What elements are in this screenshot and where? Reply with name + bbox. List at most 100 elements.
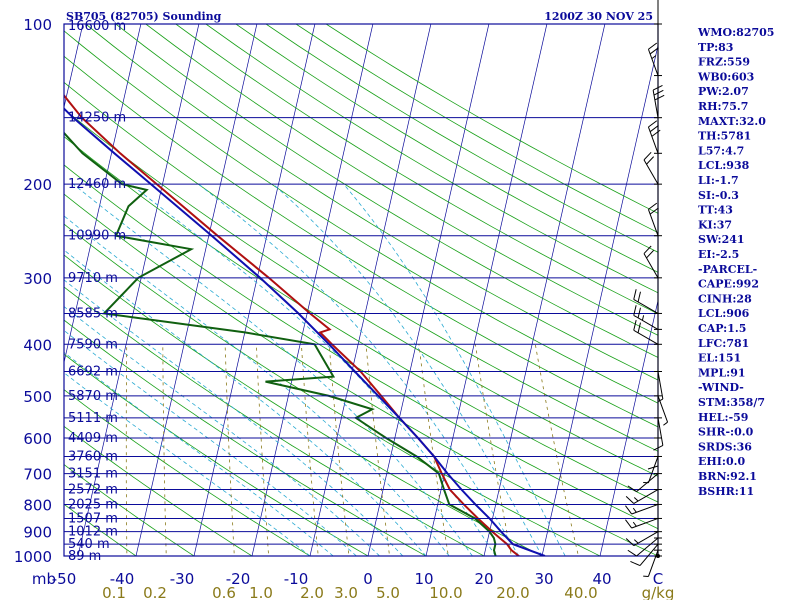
mixing-ratio-line bbox=[256, 344, 270, 556]
height-label: 3760 m bbox=[68, 449, 118, 464]
index-line: TP:83 bbox=[698, 41, 733, 54]
wind-barb bbox=[630, 543, 659, 567]
wind-barb-flag bbox=[630, 561, 641, 567]
wind-barb-half bbox=[632, 521, 637, 527]
wind-barb-flag bbox=[648, 202, 658, 210]
wind-barb-staff bbox=[633, 531, 659, 547]
height-label: 540 m bbox=[68, 537, 110, 552]
mixing-ratio-line bbox=[328, 344, 350, 556]
moist-adiabat bbox=[64, 249, 427, 556]
dry-adiabat bbox=[64, 425, 253, 556]
moist-adiabat bbox=[343, 183, 566, 556]
isotherm-line bbox=[193, 24, 316, 556]
wind-barb-half bbox=[632, 507, 637, 513]
height-label: 5870 m bbox=[68, 389, 118, 404]
wind-barb bbox=[633, 320, 659, 345]
wind-barb-staff bbox=[639, 543, 659, 566]
index-line: MPL:91 bbox=[698, 366, 746, 379]
wind-barb bbox=[625, 489, 659, 504]
wind-barb bbox=[647, 42, 659, 76]
index-line: WMO:82705 bbox=[697, 26, 774, 39]
index-line: CAPE:992 bbox=[698, 278, 759, 291]
dry-adiabat bbox=[64, 193, 658, 556]
mixing-ratio-line bbox=[301, 344, 319, 556]
mixing-ratio-tick-label: 1.0 bbox=[249, 584, 273, 600]
wind-barb-flag bbox=[625, 538, 635, 547]
wind-barb-flag bbox=[649, 207, 659, 215]
height-label: 8585 m bbox=[68, 306, 118, 321]
dry-adiabat bbox=[145, 24, 658, 336]
wind-barb-staff bbox=[643, 159, 659, 185]
temperature-tick-label: 20 bbox=[474, 570, 493, 588]
mixing-ratio-line bbox=[475, 344, 512, 556]
wind-barb bbox=[625, 531, 659, 547]
pressure-label: 300 bbox=[23, 270, 52, 288]
index-line: SRDS:36 bbox=[698, 440, 752, 453]
wind-barb-staff bbox=[631, 503, 659, 515]
wind-barb-staff bbox=[647, 456, 659, 483]
index-line: CINH:28 bbox=[698, 292, 752, 305]
index-line: -WIND- bbox=[698, 381, 744, 394]
mixing-ratio-tick-label: 40.0 bbox=[564, 584, 597, 600]
wind-barb bbox=[633, 305, 659, 330]
moist-adiabat bbox=[73, 183, 473, 556]
pressure-label: 600 bbox=[23, 430, 52, 448]
wind-barb bbox=[643, 549, 659, 577]
wind-barb-flag bbox=[647, 465, 659, 470]
isotherm-line bbox=[367, 24, 490, 556]
mixing-ratio-tick-label: 0.1 bbox=[102, 584, 126, 600]
wind-barb-half bbox=[663, 421, 668, 426]
dry-adiabat bbox=[115, 24, 658, 358]
mixing-ratio-line bbox=[365, 344, 391, 556]
dry-adiabat bbox=[64, 286, 485, 556]
height-label: 1507 m bbox=[68, 511, 118, 526]
wind-barb-staff bbox=[633, 329, 659, 345]
moist-adiabat bbox=[64, 351, 334, 556]
pressure-label: 400 bbox=[23, 336, 52, 354]
index-line: LI:-1.7 bbox=[698, 174, 739, 187]
dry-adiabat bbox=[235, 24, 658, 273]
index-line: EHI:0.0 bbox=[698, 455, 745, 468]
wind-barb bbox=[625, 517, 659, 529]
index-line: LCL:938 bbox=[698, 159, 750, 172]
index-line: MAXT:32.0 bbox=[698, 115, 766, 128]
dry-adiabat bbox=[64, 108, 658, 477]
wind-barb-flag bbox=[633, 289, 637, 300]
temperature-tick-label: -20 bbox=[226, 570, 251, 588]
temperature-tick-label: 30 bbox=[534, 570, 553, 588]
mixing-ratio-tick-label: 3.0 bbox=[334, 584, 358, 600]
temperature-profile bbox=[64, 93, 521, 556]
height-label: 89 m bbox=[68, 549, 101, 564]
dry-adiabat bbox=[265, 24, 658, 253]
wind-barb-staff bbox=[643, 253, 659, 279]
moist-adiabat bbox=[64, 215, 450, 556]
wind-barb-flag bbox=[625, 496, 635, 504]
index-line: LFC:781 bbox=[698, 337, 749, 350]
wind-barb bbox=[627, 537, 659, 557]
wind-barb bbox=[633, 289, 659, 314]
pressure-label: 1000 bbox=[14, 548, 52, 566]
wind-barb-flag bbox=[646, 249, 655, 259]
wind-barb-flag bbox=[654, 94, 665, 101]
temperature-tick-label: C bbox=[653, 570, 663, 588]
dewpoint-profile bbox=[64, 131, 497, 556]
pressure-label: 700 bbox=[23, 466, 52, 484]
height-label: 5111 m bbox=[68, 411, 118, 426]
wind-barb-flag bbox=[637, 322, 641, 333]
isotherm-line bbox=[541, 43, 658, 556]
index-line: SHR-:0.0 bbox=[698, 426, 754, 439]
wind-barb-staff bbox=[647, 549, 659, 577]
height-label: 6692 m bbox=[68, 365, 118, 380]
height-label: 10990 m bbox=[68, 229, 126, 244]
mixing-ratio-line bbox=[224, 344, 235, 556]
wind-barb bbox=[643, 151, 659, 185]
moist-adiabat bbox=[198, 183, 520, 556]
wind-barb-staff bbox=[636, 537, 659, 557]
isotherm-line bbox=[483, 24, 606, 556]
index-line: HEL:-59 bbox=[698, 411, 748, 424]
height-label: 4409 m bbox=[68, 431, 118, 446]
index-line: L57:4.7 bbox=[698, 144, 744, 157]
dry-adiabat bbox=[64, 55, 658, 428]
wind-barb bbox=[647, 437, 659, 470]
